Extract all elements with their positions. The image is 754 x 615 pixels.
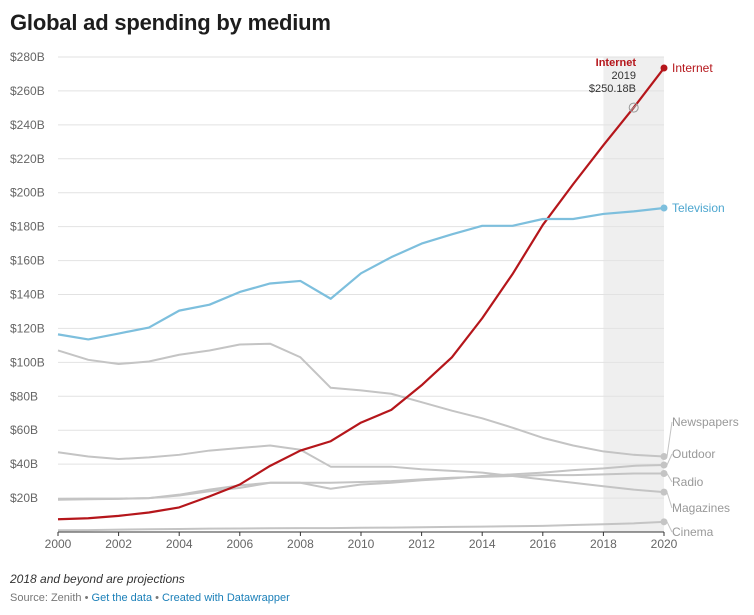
y-tick-label-160: $160B bbox=[10, 254, 45, 268]
y-tick-label-180: $180B bbox=[10, 220, 45, 234]
x-tick-label-2008: 2008 bbox=[287, 537, 314, 551]
x-tick-label-2020: 2020 bbox=[651, 537, 678, 551]
series-line-internet bbox=[57, 67, 665, 521]
x-tick-label-2018: 2018 bbox=[590, 537, 617, 551]
series-label-leader-outdoor bbox=[666, 453, 673, 466]
series-end-marker-radio bbox=[660, 469, 668, 477]
series-end-marker-magazines bbox=[660, 488, 668, 496]
y-tick-label-80: $80B bbox=[10, 389, 38, 403]
separator: • bbox=[81, 592, 92, 604]
annotation-year: 2019 bbox=[612, 70, 636, 82]
y-tick-label-40: $40B bbox=[10, 457, 38, 471]
y-tick-label-220: $220B bbox=[10, 152, 45, 166]
series-label-outdoor: Outdoor bbox=[672, 447, 715, 461]
gridlines bbox=[58, 56, 664, 499]
source-text: Source: Zenith bbox=[10, 592, 82, 604]
annotation-title: Internet bbox=[596, 57, 637, 69]
series-label-magazines: Magazines bbox=[672, 501, 730, 515]
chart-notes: 2018 and beyond are projections bbox=[10, 572, 185, 586]
x-tick-label-2000: 2000 bbox=[45, 537, 72, 551]
series-label-internet: Internet bbox=[672, 61, 713, 75]
get-data-link[interactable]: Get the data bbox=[91, 592, 153, 604]
y-axis-labels: $20B $40B $60B $80B $100B $120B $140B $160B $180… bbox=[10, 50, 45, 505]
y-tick-label-140: $140B bbox=[10, 288, 45, 302]
series-labels: Newspapers Outdoor Radio Magazines Cinema Int… bbox=[666, 61, 739, 539]
y-tick-label-240: $240B bbox=[10, 118, 45, 132]
series-label-leader-radio bbox=[666, 473, 673, 483]
x-tick-label-2016: 2016 bbox=[529, 537, 556, 551]
series-end-marker-internet bbox=[660, 64, 668, 72]
series-end-marker-newspapers bbox=[660, 453, 668, 461]
series-line-newspapers bbox=[57, 342, 665, 458]
annotation-value: $250.18B bbox=[589, 83, 636, 95]
x-tick-label-2004: 2004 bbox=[166, 537, 193, 551]
series-line-radio bbox=[57, 472, 664, 500]
series-label-newspapers: Newspapers bbox=[672, 415, 739, 429]
series-end-marker-cinema bbox=[660, 518, 668, 526]
separator: • bbox=[152, 592, 163, 604]
x-tick-label-2012: 2012 bbox=[408, 537, 435, 551]
x-tick-label-2014: 2014 bbox=[469, 537, 496, 551]
y-tick-label-20: $20B bbox=[10, 491, 38, 505]
x-axis: 2000 2002 2004 2006 2008 2010 2012 2014 2016 2018… bbox=[45, 531, 678, 551]
series-line-cinema bbox=[57, 520, 665, 532]
y-tick-label-60: $60B bbox=[10, 423, 38, 437]
y-tick-label-260: $260B bbox=[10, 84, 45, 98]
series-end-marker-outdoor bbox=[660, 461, 668, 469]
series-label-leader-magazines bbox=[666, 491, 673, 509]
y-tick-label-200: $200B bbox=[10, 186, 45, 200]
series-label-television: Television bbox=[672, 201, 725, 215]
series-label-cinema: Cinema bbox=[672, 525, 714, 539]
series-line-television bbox=[57, 206, 665, 341]
annotation-marker bbox=[628, 102, 639, 113]
series-end-markers bbox=[660, 64, 668, 526]
series-label-radio: Radio bbox=[672, 475, 704, 489]
series-lines bbox=[57, 67, 665, 532]
x-tick-label-2002: 2002 bbox=[105, 537, 132, 551]
created-with-link[interactable]: Created with Datawrapper bbox=[162, 592, 290, 604]
series-line-magazines bbox=[57, 444, 665, 494]
y-tick-label-280: $280B bbox=[10, 50, 45, 64]
annotation-pointer bbox=[630, 104, 638, 111]
chart-footer: Source: Zenith • Get the data • Created … bbox=[10, 592, 290, 604]
x-tick-label-2010: 2010 bbox=[348, 537, 375, 551]
y-tick-label-120: $120B bbox=[10, 321, 45, 335]
x-tick-label-2006: 2006 bbox=[226, 537, 253, 551]
chart-title: Global ad spending by medium bbox=[10, 10, 331, 35]
series-label-leader-cinema bbox=[666, 521, 673, 533]
series-label-leader-newspapers bbox=[666, 421, 673, 457]
series-end-marker-television bbox=[660, 204, 668, 212]
y-tick-label-100: $100B bbox=[10, 355, 45, 369]
